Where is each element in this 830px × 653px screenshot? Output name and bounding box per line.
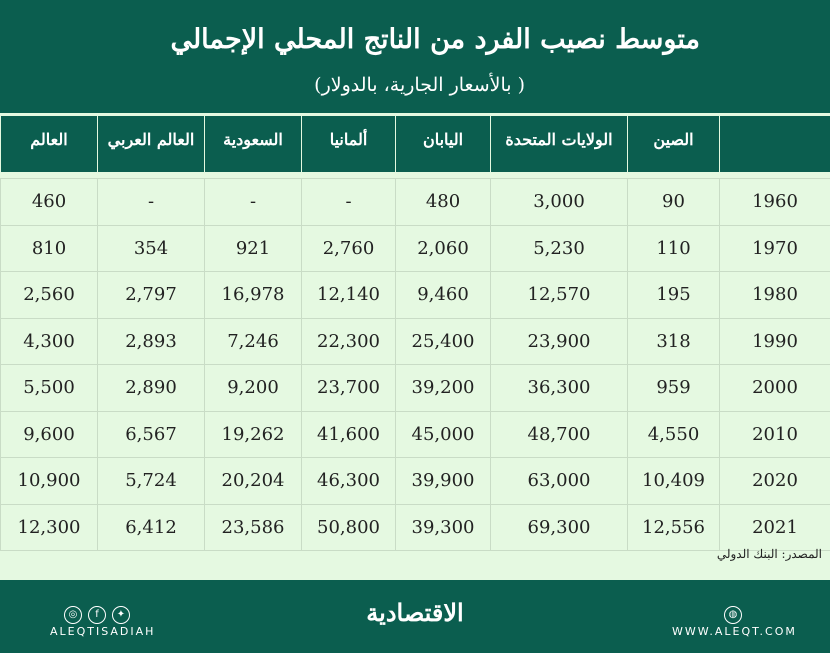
year-cell: 2020 bbox=[719, 457, 830, 505]
table-cell: 39,200 bbox=[395, 364, 491, 412]
year-cell: 1970 bbox=[719, 224, 830, 272]
facebook-icon[interactable]: f bbox=[88, 606, 106, 624]
column-header: السعودية bbox=[204, 113, 302, 172]
table-cell: 2,797 bbox=[97, 271, 205, 319]
table-cell: 2,893 bbox=[97, 317, 205, 365]
table-cell: 480 bbox=[395, 178, 491, 226]
year-cell: 1980 bbox=[719, 271, 830, 319]
table-cell: - bbox=[97, 178, 205, 226]
twitter-icon[interactable]: ✦ bbox=[112, 606, 130, 624]
column-header: اليابان bbox=[395, 113, 491, 172]
footer: ◎ f ✦ ALEQTISADIAH الاقتصادية ◍ WWW.ALEQT.… bbox=[0, 580, 830, 653]
instagram-icon[interactable]: ◎ bbox=[64, 606, 82, 624]
table-row: 5,500 2,890 9,200 23,700 39,200 36,300 959 2000 bbox=[0, 364, 830, 412]
header: متوسط نصيب الفرد من الناتج المحلي الإجما… bbox=[0, 0, 830, 113]
table-cell: 6,412 bbox=[97, 503, 205, 551]
table-cell: 39,900 bbox=[395, 457, 491, 505]
table-cell: 23,586 bbox=[204, 503, 302, 551]
table-cell: 41,600 bbox=[301, 410, 396, 458]
table-cell: 810 bbox=[0, 224, 98, 272]
column-header: العالم العربي bbox=[97, 113, 205, 172]
table-cell: 354 bbox=[97, 224, 205, 272]
table-cell: 36,300 bbox=[490, 364, 628, 412]
globe-icon[interactable]: ◍ bbox=[724, 606, 742, 624]
table-cell: 2,060 bbox=[395, 224, 491, 272]
table-cell: 10,409 bbox=[627, 457, 720, 505]
social-handle[interactable]: ALEQTISADIAH bbox=[50, 625, 156, 638]
table-cell: 959 bbox=[627, 364, 720, 412]
page-title: متوسط نصيب الفرد من الناتج المحلي الإجما… bbox=[170, 24, 700, 55]
table-cell: 12,300 bbox=[0, 503, 98, 551]
table-cell: 12,570 bbox=[490, 271, 628, 319]
table-cell: 48,700 bbox=[490, 410, 628, 458]
globe-wrapper: ◍ bbox=[724, 602, 748, 624]
column-header: الولايات المتحدة bbox=[490, 113, 628, 172]
table-cell: 460 bbox=[0, 178, 98, 226]
table-cell: 22,300 bbox=[301, 317, 396, 365]
table-cell: 195 bbox=[627, 271, 720, 319]
table-cell: - bbox=[301, 178, 396, 226]
column-header: العالم bbox=[0, 113, 98, 172]
table-cell: 318 bbox=[627, 317, 720, 365]
table-row: 460- - -480 3,000 90 1960 bbox=[0, 178, 830, 226]
table-cell: 9,600 bbox=[0, 410, 98, 458]
table-cell: 45,000 bbox=[395, 410, 491, 458]
table-cell: 16,978 bbox=[204, 271, 302, 319]
data-table: العالم العالم العربي السعودية ألمانيا ال… bbox=[0, 113, 830, 551]
table-row: 10,900 5,724 20,204 46,300 39,900 63,000 10,40… bbox=[0, 457, 830, 505]
year-cell: 2000 bbox=[719, 364, 830, 412]
year-cell: 1990 bbox=[719, 317, 830, 365]
table-cell: 3,000 bbox=[490, 178, 628, 226]
table-cell: 4,300 bbox=[0, 317, 98, 365]
table-cell: 63,000 bbox=[490, 457, 628, 505]
table-cell: 9,200 bbox=[204, 364, 302, 412]
table-cell: 12,140 bbox=[301, 271, 396, 319]
website-link[interactable]: WWW.ALEQT.COM bbox=[672, 625, 797, 638]
table-cell: 7,246 bbox=[204, 317, 302, 365]
table-cell: 921 bbox=[204, 224, 302, 272]
column-header bbox=[719, 113, 830, 172]
data-table-container: العالم العالم العربي السعودية ألمانيا ال… bbox=[0, 113, 830, 580]
table-cell: 25,400 bbox=[395, 317, 491, 365]
year-cell: 1960 bbox=[719, 178, 830, 226]
table-cell: 5,230 bbox=[490, 224, 628, 272]
year-cell: 2010 bbox=[719, 410, 830, 458]
column-header: ألمانيا bbox=[301, 113, 396, 172]
table-cell: 6,567 bbox=[97, 410, 205, 458]
table-row: 4,300 2,893 7,246 22,300 25,400 23,900 318 1990 bbox=[0, 317, 830, 365]
table-header-row: العالم العالم العربي السعودية ألمانيا ال… bbox=[0, 113, 830, 172]
table-row: 810 354 921 2,760 2,060 5,230 110 1970 bbox=[0, 224, 830, 272]
table-row: 9,600 6,567 19,262 41,600 45,000 48,700 4,550 2… bbox=[0, 410, 830, 458]
table-cell: 2,890 bbox=[97, 364, 205, 412]
table-cell: 2,560 bbox=[0, 271, 98, 319]
table-cell: 23,900 bbox=[490, 317, 628, 365]
logo: الاقتصادية bbox=[366, 598, 464, 627]
table-cell: 5,500 bbox=[0, 364, 98, 412]
year-cell: 2021 bbox=[719, 503, 830, 551]
source-note: المصدر: البنك الدولي bbox=[716, 547, 822, 561]
table-cell: 39,300 bbox=[395, 503, 491, 551]
social-icons: ◎ f ✦ bbox=[64, 602, 136, 624]
table-row: 12,300 6,412 23,586 50,800 39,300 69,300 12,55… bbox=[0, 503, 830, 551]
table-cell: 20,204 bbox=[204, 457, 302, 505]
table-body: 460- - -480 3,000 90 1960 810 354 921 2,760 2,060 5… bbox=[0, 172, 830, 551]
table-cell: 2,760 bbox=[301, 224, 396, 272]
page-subtitle: ( بالأسعار الجارية، بالدولار) bbox=[314, 74, 525, 96]
table-cell: 9,460 bbox=[395, 271, 491, 319]
table-cell: 12,556 bbox=[627, 503, 720, 551]
table-cell: 10,900 bbox=[0, 457, 98, 505]
table-cell: 69,300 bbox=[490, 503, 628, 551]
table-cell: 19,262 bbox=[204, 410, 302, 458]
table-cell: 23,700 bbox=[301, 364, 396, 412]
table-cell: - bbox=[204, 178, 302, 226]
table-cell: 4,550 bbox=[627, 410, 720, 458]
table-cell: 5,724 bbox=[97, 457, 205, 505]
table-row: 2,560 2,797 16,978 12,140 9,460 12,570 195 1980 bbox=[0, 271, 830, 319]
table-cell: 46,300 bbox=[301, 457, 396, 505]
table-cell: 90 bbox=[627, 178, 720, 226]
table-cell: 50,800 bbox=[301, 503, 396, 551]
table-cell: 110 bbox=[627, 224, 720, 272]
column-header: الصين bbox=[627, 113, 720, 172]
